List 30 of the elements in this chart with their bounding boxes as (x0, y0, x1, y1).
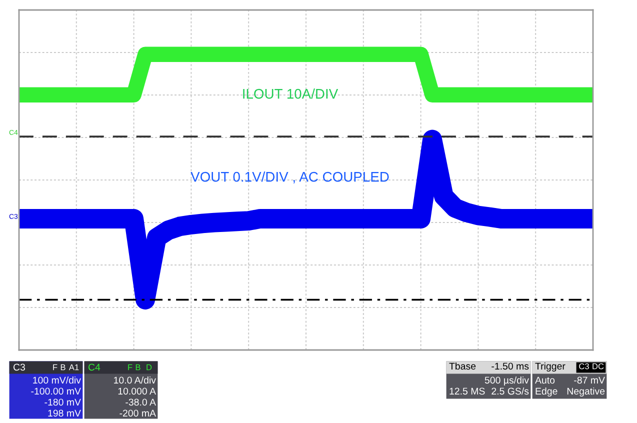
text: B (136, 364, 140, 370)
text: F (128, 364, 132, 370)
text: -38.0 A (126, 398, 156, 406)
text: 2.5 GS/s (492, 387, 529, 395)
text: 500 µs/div (484, 376, 529, 386)
text: D (146, 364, 152, 370)
text: -87 mV (574, 376, 605, 384)
text: DC (592, 363, 604, 370)
text: Negative (567, 387, 605, 397)
text: 198 mV (48, 410, 81, 417)
text: C4 (88, 364, 100, 371)
text: F (53, 364, 58, 370)
text: -180 mV (44, 398, 81, 406)
text: -200 mA (120, 410, 156, 417)
text: Auto (535, 376, 555, 384)
text: C3 (579, 363, 589, 370)
annotation: ILOUT 10A/DIV (243, 88, 338, 99)
text: 10.000 A (118, 388, 156, 395)
text: -100.00 mV (31, 388, 81, 395)
text: Trigger (535, 362, 566, 372)
text: 12.5 MS (450, 388, 485, 395)
text: Edge (536, 387, 558, 397)
text: B (60, 364, 66, 370)
text: -1.50 ms (492, 362, 529, 370)
text: C3 (13, 364, 25, 371)
text: 10.0 A/div (114, 376, 156, 384)
text: A1 (68, 364, 79, 370)
text: Tbase (449, 362, 476, 370)
text: 100 mV/div (33, 376, 81, 384)
annotation: VOUT 0.1V/DIV , AC COUPLED (190, 172, 389, 184)
